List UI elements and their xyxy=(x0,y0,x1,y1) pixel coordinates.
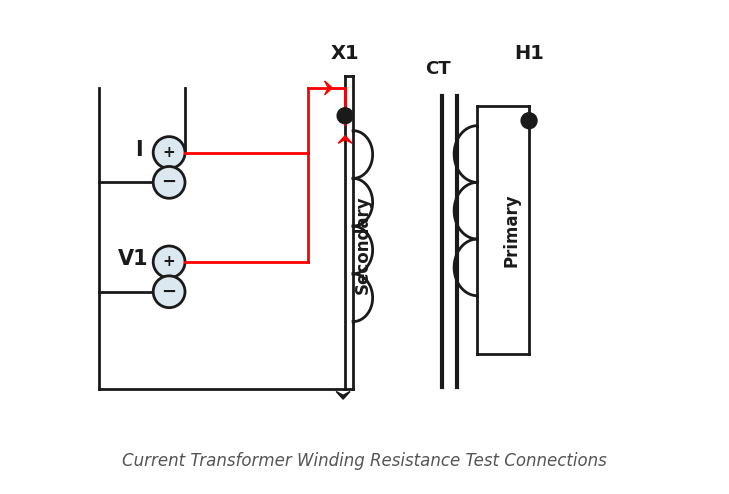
Text: H1: H1 xyxy=(514,43,544,63)
Text: −: − xyxy=(162,283,176,301)
Circle shape xyxy=(153,166,185,198)
Text: Secondary: Secondary xyxy=(354,196,372,294)
Text: +: + xyxy=(163,254,176,269)
Circle shape xyxy=(153,137,185,168)
Polygon shape xyxy=(324,81,332,95)
Text: +: + xyxy=(163,145,176,160)
Text: X1: X1 xyxy=(331,43,359,63)
Text: −: − xyxy=(162,173,176,191)
Polygon shape xyxy=(336,391,350,399)
Text: Current Transformer Winding Resistance Test Connections: Current Transformer Winding Resistance T… xyxy=(122,452,607,470)
Circle shape xyxy=(337,108,353,124)
Polygon shape xyxy=(338,136,352,143)
Text: V1: V1 xyxy=(118,249,149,269)
Circle shape xyxy=(153,246,185,278)
Text: I: I xyxy=(136,139,143,160)
Text: CT: CT xyxy=(425,60,451,78)
Text: Primary: Primary xyxy=(502,193,521,267)
Circle shape xyxy=(153,276,185,308)
Circle shape xyxy=(521,113,537,128)
